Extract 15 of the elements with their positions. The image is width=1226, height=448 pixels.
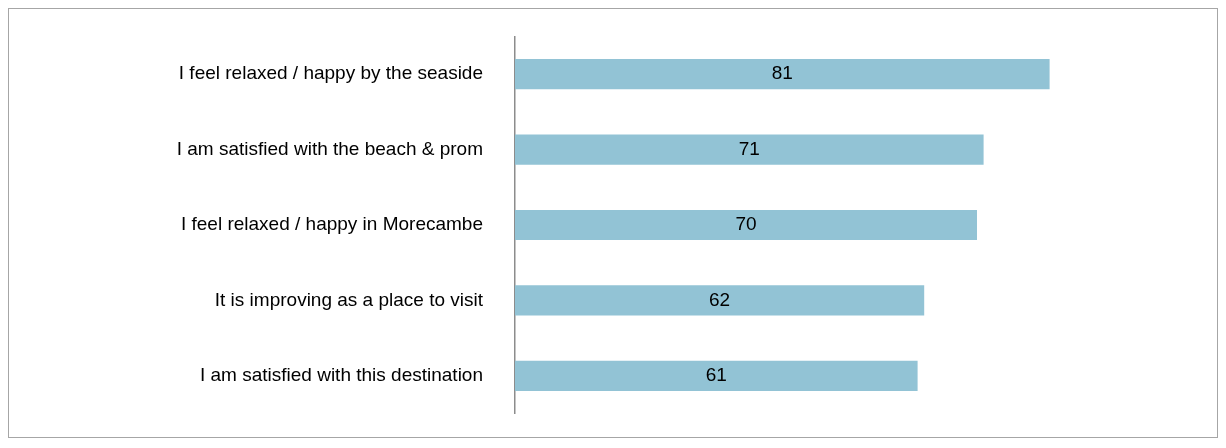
y-tick-label: I feel relaxed / happy by the seaside (178, 62, 483, 84)
y-tick-label: I am satisfied with the beach & prom (176, 137, 483, 159)
data-label: 71 (738, 137, 760, 159)
data-label: 70 (735, 213, 757, 235)
y-tick-label: It is improving as a place to visit (214, 288, 484, 310)
y-tick-label: I feel relaxed / happy in Morecambe (180, 213, 483, 235)
data-label: 81 (771, 62, 793, 84)
bar (515, 360, 918, 391)
y-tick-label: I am satisfied with this destination (199, 364, 483, 386)
data-label: 61 (705, 364, 727, 386)
bar (515, 59, 1050, 90)
bar (515, 134, 984, 165)
data-label: 62 (709, 288, 731, 310)
bar (515, 285, 925, 316)
bar (515, 209, 977, 241)
